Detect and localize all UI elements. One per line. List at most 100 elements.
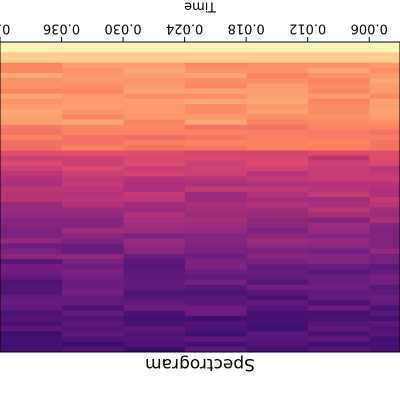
heatmap-cell <box>0 135 63 141</box>
heatmap-cell <box>246 243 309 250</box>
heatmap-cell <box>123 197 186 203</box>
heatmap-cell <box>61 326 124 332</box>
heatmap-cell <box>123 62 186 69</box>
x-tick-label: 0.018 <box>228 21 265 36</box>
heatmap-cell <box>307 191 370 198</box>
heatmap-cell <box>61 222 124 229</box>
heatmap-cell <box>369 202 400 208</box>
heatmap-cell <box>184 279 247 286</box>
heatmap-cell <box>0 160 63 167</box>
heatmap-cell <box>307 83 370 89</box>
x-axis-ticks: 0.006 0.012 0.018 0.024 0.030 0.036 0.0 <box>0 21 388 42</box>
heatmap-cell <box>123 186 186 193</box>
heatmap-cell <box>307 104 370 110</box>
heatmap-cell <box>246 295 309 301</box>
heatmap-cell <box>369 52 400 58</box>
heatmap-cell <box>61 331 124 337</box>
heatmap-cell <box>184 248 247 255</box>
heatmap-cell <box>246 269 309 275</box>
heatmap-cell <box>0 109 63 115</box>
heatmap-cell <box>246 176 309 182</box>
heatmap-cell <box>184 83 247 89</box>
heatmap-cell <box>0 284 63 291</box>
heatmap-cell <box>0 62 63 69</box>
heatmap-cell <box>307 47 370 53</box>
heatmap-cell <box>369 212 400 219</box>
heatmap-cell <box>61 135 124 141</box>
heatmap-cell <box>369 104 400 110</box>
heatmap-cell <box>0 233 63 239</box>
heatmap-cell <box>369 331 400 337</box>
heatmap-cell <box>307 155 370 162</box>
heatmap-cell <box>369 269 400 275</box>
heatmap-cell <box>307 253 370 260</box>
heatmap-cell <box>307 248 370 255</box>
heatmap-cell <box>246 326 309 332</box>
heatmap-cell <box>0 207 63 213</box>
heatmap-cell <box>123 109 186 115</box>
heatmap-cell <box>61 129 124 136</box>
heatmap-cell <box>0 243 63 250</box>
heatmap-cell <box>123 140 186 146</box>
heatmap-cell <box>246 52 309 58</box>
heatmap-cell <box>123 119 186 126</box>
heatmap-cell <box>123 217 186 224</box>
heatmap-cell <box>307 98 370 105</box>
heatmap-cell <box>369 176 400 182</box>
heatmap-cell <box>307 331 370 337</box>
x-tick-label: 0.012 <box>289 21 326 36</box>
heatmap-cell <box>123 114 186 120</box>
heatmap-cell <box>307 264 370 270</box>
heatmap-cell <box>246 109 309 115</box>
heatmap-cell <box>123 150 186 157</box>
heatmap-cell <box>184 253 247 260</box>
heatmap-cell <box>246 284 309 291</box>
heatmap-cell <box>123 176 186 182</box>
heatmap-cell <box>123 47 186 53</box>
heatmap-cell <box>184 207 247 213</box>
heatmap-cell <box>369 124 400 131</box>
heatmap-cell <box>184 93 247 100</box>
heatmap-cell <box>307 129 370 136</box>
heatmap-cell <box>123 166 186 172</box>
heatmap-cell <box>0 326 63 332</box>
heatmap-cell <box>246 310 309 317</box>
heatmap-cell <box>307 238 370 244</box>
heatmap-cell <box>123 248 186 255</box>
heatmap-cell <box>0 341 63 348</box>
heatmap-cell <box>307 93 370 100</box>
heatmap-cell <box>61 295 124 301</box>
heatmap-cell <box>307 114 370 120</box>
heatmap-cell <box>369 145 400 151</box>
heatmap-cell <box>61 305 124 312</box>
heatmap-cell <box>123 52 186 58</box>
heatmap-cell <box>0 140 63 146</box>
heatmap-cell <box>369 346 400 353</box>
heatmap-cell <box>369 279 400 286</box>
heatmap-cell <box>307 259 370 265</box>
heatmap-cell <box>184 47 247 53</box>
heatmap-cell <box>246 259 309 265</box>
heatmap-cell <box>369 171 400 177</box>
heatmap-cell <box>123 264 186 270</box>
heatmap-cell <box>307 186 370 193</box>
heatmap-cell <box>246 98 309 105</box>
heatmap-cell <box>307 326 370 332</box>
heatmap-cell <box>61 83 124 89</box>
heatmap-cell <box>369 62 400 69</box>
heatmap-cell <box>61 145 124 151</box>
heatmap-cell <box>123 135 186 141</box>
heatmap-cell <box>307 109 370 115</box>
heatmap-cell <box>184 202 247 208</box>
heatmap-cell <box>246 57 309 64</box>
heatmap-cell <box>123 341 186 348</box>
heatmap-cell <box>369 300 400 306</box>
heatmap-cell <box>61 98 124 105</box>
heatmap-cell <box>369 119 400 126</box>
heatmap-cell <box>246 114 309 120</box>
heatmap-cell <box>369 253 400 260</box>
heatmap-cell <box>123 129 186 136</box>
heatmap-cell <box>246 212 309 219</box>
heatmap-cell <box>307 176 370 182</box>
heatmap-cell <box>123 295 186 301</box>
